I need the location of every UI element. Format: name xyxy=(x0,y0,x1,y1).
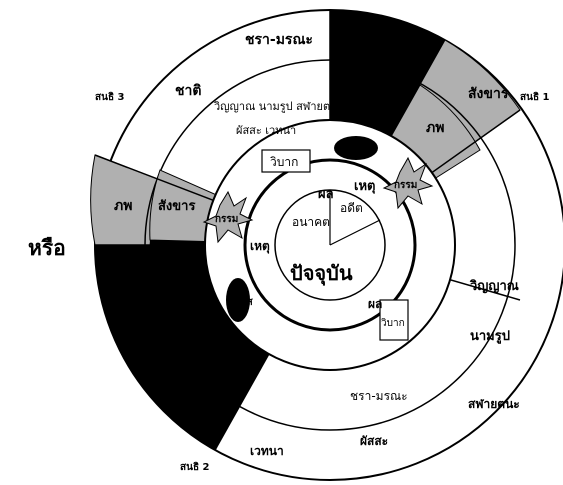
kilesa-oval-2 xyxy=(226,278,250,322)
label-phala: ผล xyxy=(318,187,334,202)
label-vipaka: วิบาก xyxy=(270,155,299,169)
label-kilesa: กิเลส xyxy=(340,142,365,155)
label-avijja-left: อวิชชา xyxy=(170,298,213,314)
label-sankhara-left: สังขาร xyxy=(158,199,195,214)
labels: อวิชชา สังขาร ชรา-มรณะ ชาติ ตัณหา อุปาทา… xyxy=(95,24,550,473)
label-present-effects-1: วิญญาณ นามรูป สฬายตนะ xyxy=(213,100,343,113)
label-present-effects-2: ผัสสะ เวทนา xyxy=(236,124,296,137)
label-kamma-2: กรรม xyxy=(215,214,238,225)
side-label-or: หรือ xyxy=(28,236,66,260)
label-bhava-left: ภพ xyxy=(114,198,132,214)
label-sandhi-3: สนธิ 3 xyxy=(95,91,125,103)
label-sandhi-2: สนธิ 2 xyxy=(180,461,210,473)
label-tanha-left: ตัณหา xyxy=(165,368,204,384)
kilesa-oval xyxy=(334,136,378,160)
label-atita: อดีต xyxy=(340,201,363,215)
label-tanha: ตัณหา xyxy=(352,64,394,82)
label-kamma-1: กรรม xyxy=(394,180,417,191)
label-hetu-left: เหตุ xyxy=(250,239,270,254)
label-vedana-bottom: เวทนา xyxy=(250,444,284,458)
inner-rings xyxy=(204,119,456,371)
label-jati: ชาติ xyxy=(175,83,201,99)
label-kilesa-2: กิเลส xyxy=(231,296,254,308)
kamma-burst-2 xyxy=(202,190,254,244)
label-phassa-bottom: ผัสสะ xyxy=(360,434,388,448)
label-namarupa-right: นามรูป xyxy=(470,329,510,344)
label-salayatana-right: สฬายตนะ xyxy=(468,397,520,411)
label-bhava: ภพ xyxy=(426,120,444,136)
vipaka-box-2 xyxy=(379,299,409,341)
label-present: ปัจจุบัน xyxy=(290,261,353,286)
label-anagata: อนาคต xyxy=(292,215,330,229)
label-sankhara-outer: สังขาร xyxy=(468,86,509,102)
label-phon: ผล xyxy=(368,297,382,311)
label-sandhi-1: สนธิ 1 xyxy=(520,91,550,103)
label-vipaka-2: วิบาก xyxy=(381,318,405,329)
label-future-bottom: ชรา-มรณะ xyxy=(350,389,408,403)
label-upadana-left: อุปาทาน xyxy=(110,278,162,294)
label-hetu: เหตุ xyxy=(354,179,375,194)
vipaka-box xyxy=(261,149,311,173)
label-jaramarana: ชรา-มรณะ xyxy=(245,32,313,48)
kamma-burst-1 xyxy=(382,156,434,210)
label-upadana: อุปาทาน xyxy=(344,88,400,107)
label-avijja: อวิชชา xyxy=(382,24,428,42)
label-vinnana-right: วิญญาณ xyxy=(469,279,519,294)
